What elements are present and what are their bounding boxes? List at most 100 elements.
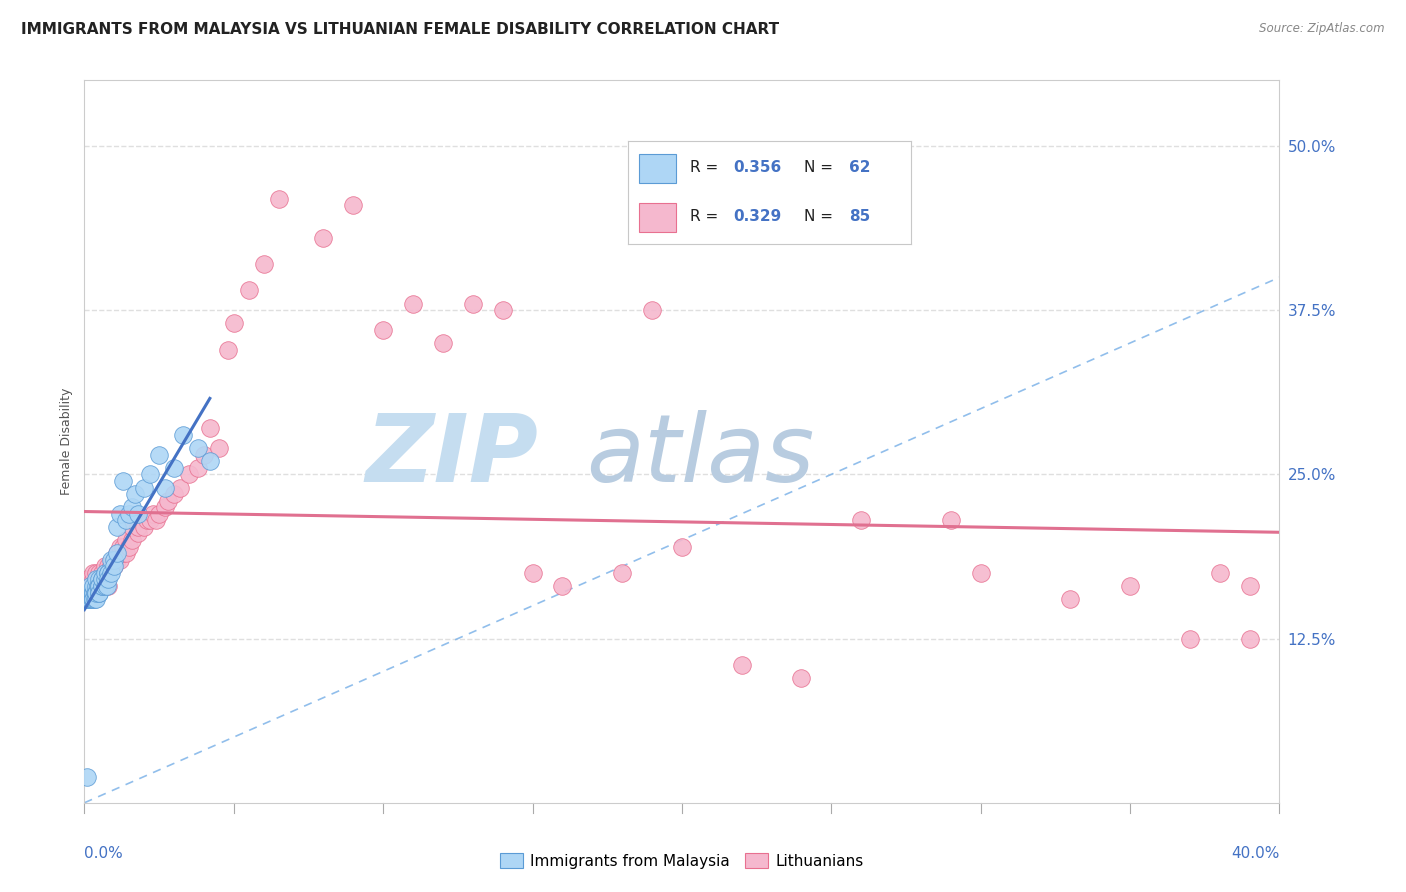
Point (82, 592, 104, 607)
Point (79, 585, 101, 599)
Point (115, 546, 138, 560)
Point (522, 566, 544, 580)
Point (1239, 579, 1261, 593)
Point (163, 487, 186, 501)
Point (79, 573, 101, 587)
Point (148, 507, 170, 521)
Point (76, 592, 98, 607)
Point (127, 526, 149, 541)
Text: R =: R = (690, 161, 724, 175)
Point (82, 573, 104, 587)
Point (267, 192, 290, 206)
Point (1059, 592, 1081, 607)
Point (83, 585, 105, 599)
Point (312, 231, 335, 245)
Point (91, 573, 114, 587)
Point (86, 585, 108, 599)
Point (89, 579, 111, 593)
Point (432, 336, 454, 351)
Point (97, 566, 120, 580)
Text: R =: R = (690, 209, 724, 224)
Point (612, 566, 634, 580)
Point (82, 566, 104, 580)
Point (82, 592, 104, 607)
Point (402, 296, 425, 310)
Point (1178, 632, 1201, 646)
Point (193, 448, 215, 462)
Point (86, 573, 108, 587)
Point (105, 553, 128, 567)
Point (105, 520, 128, 534)
Point (970, 566, 993, 580)
Point (253, 257, 276, 271)
Text: IMMIGRANTS FROM MALAYSIA VS LITHUANIAN FEMALE DISABILITY CORRELATION CHART: IMMIGRANTS FROM MALAYSIA VS LITHUANIAN F… (21, 22, 779, 37)
Point (82, 579, 104, 593)
Text: atlas: atlas (586, 410, 814, 501)
Point (139, 467, 162, 482)
Point (121, 500, 143, 515)
Point (86, 592, 108, 607)
Legend: Immigrants from Malaysia, Lithuanians: Immigrants from Malaysia, Lithuanians (494, 847, 870, 875)
Point (79, 579, 101, 593)
Point (105, 546, 128, 560)
Point (97, 566, 120, 580)
Point (87, 579, 110, 593)
Point (163, 460, 186, 475)
Point (89, 573, 111, 587)
Point (91, 579, 114, 593)
Text: 85: 85 (849, 209, 870, 224)
Point (110, 540, 132, 554)
Point (89, 566, 111, 580)
Point (94, 559, 117, 574)
Point (80, 592, 103, 607)
Point (89, 573, 111, 587)
Point (94, 566, 117, 580)
Point (112, 546, 135, 560)
Text: 40.0%: 40.0% (1232, 847, 1279, 861)
Y-axis label: Female Disability: Female Disability (60, 388, 73, 495)
Point (79, 585, 101, 599)
Point (80, 585, 103, 599)
Point (177, 467, 200, 482)
Point (76, 573, 98, 587)
Point (790, 671, 813, 685)
Point (851, 513, 873, 527)
Point (91, 579, 114, 593)
Point (100, 559, 122, 574)
Point (83, 592, 105, 607)
Bar (640, 203, 676, 232)
Point (1209, 566, 1232, 580)
Text: 62: 62 (849, 161, 870, 175)
Text: Source: ZipAtlas.com: Source: ZipAtlas.com (1260, 22, 1385, 36)
Point (94, 579, 117, 593)
Point (671, 540, 693, 554)
Point (731, 657, 754, 672)
Point (103, 553, 125, 567)
Point (217, 343, 239, 357)
Point (153, 481, 176, 495)
Point (77, 585, 100, 599)
Point (115, 533, 138, 547)
Point (86, 579, 108, 593)
Point (342, 198, 364, 212)
Point (110, 546, 132, 560)
Point (124, 487, 146, 501)
Point (127, 507, 149, 521)
Point (91, 579, 114, 593)
Point (492, 303, 515, 318)
Point (89, 579, 111, 593)
Point (145, 513, 167, 527)
Point (89, 579, 111, 593)
Text: ZIP: ZIP (366, 410, 538, 502)
Point (100, 559, 122, 574)
Point (373, 323, 395, 337)
Point (103, 559, 125, 574)
Point (82, 579, 104, 593)
Point (1239, 632, 1261, 646)
Point (94, 573, 117, 587)
Point (121, 533, 143, 547)
Point (91, 573, 114, 587)
Point (100, 553, 122, 567)
Point (97, 573, 120, 587)
Point (76, 592, 98, 607)
